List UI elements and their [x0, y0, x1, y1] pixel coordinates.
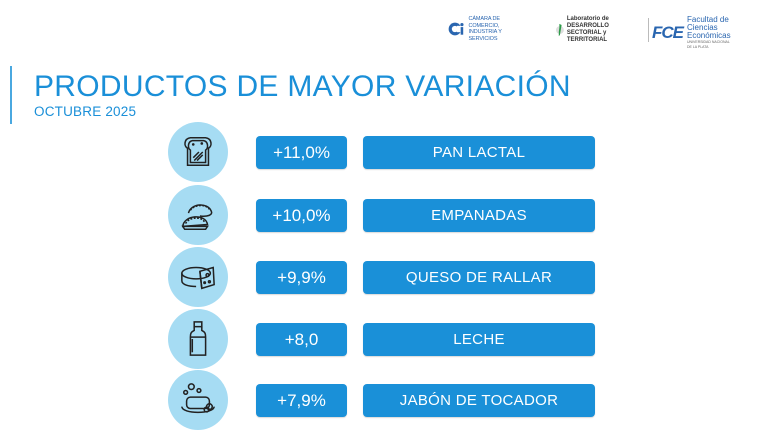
- empanadas-icon: [181, 204, 213, 231]
- bread-icon: [184, 136, 212, 167]
- product-row: +10,0% EMPANADAS: [168, 185, 608, 245]
- product-row: +11,0% PAN LACTAL: [168, 122, 608, 182]
- camara-comercio-logo: CÁMARA DE COMERCIO, INDUSTRIA Y SERVICIO…: [448, 16, 509, 42]
- laboratorio-line-1: Laboratorio de DESARROLLO: [566, 16, 609, 29]
- fce-mark: FCE: [652, 23, 684, 42]
- product-icon-circle: [168, 309, 228, 369]
- title-accent-line: [10, 66, 12, 124]
- product-icon-circle: [168, 247, 228, 307]
- variation-value: +7,9%: [256, 384, 347, 417]
- soap-icon: [181, 383, 215, 414]
- product-icon-circle: [168, 185, 228, 245]
- product-name: PAN LACTAL: [363, 136, 595, 169]
- product-name: QUESO DE RALLAR: [363, 261, 595, 294]
- fce-logo: FCE Facultad de Ciencias Económicas UNIV…: [652, 16, 731, 50]
- camara-line-1: CÁMARA DE COMERCIO,: [468, 16, 500, 29]
- product-row: +7,9% JABÓN DE TOCADOR: [168, 370, 608, 430]
- variation-value: +8,0: [256, 323, 347, 356]
- fce-line-2: Ciencias Económicas: [687, 23, 731, 40]
- argentina-map-icon: [556, 23, 564, 37]
- product-name: LECHE: [363, 323, 595, 356]
- camara-line-2: INDUSTRIA Y SERVICIOS: [468, 29, 502, 42]
- product-name: JABÓN DE TOCADOR: [363, 384, 595, 417]
- product-row: +9,9% QUESO DE RALLAR: [168, 247, 608, 307]
- variation-value: +10,0%: [256, 199, 347, 232]
- laboratorio-logo: Laboratorio de DESARROLLO SECTORIAL y TE…: [556, 16, 615, 44]
- product-icon-circle: [168, 370, 228, 430]
- camara-logo-icon: [448, 22, 464, 36]
- logo-divider: [648, 18, 649, 42]
- variation-value: +9,9%: [256, 261, 347, 294]
- milk-bottle-icon: [189, 321, 207, 356]
- laboratorio-line-2: SECTORIAL y TERRITORIAL: [566, 30, 608, 43]
- product-icon-circle: [168, 122, 228, 182]
- variation-value: +11,0%: [256, 136, 347, 169]
- fce-line-1: Facultad de: [687, 15, 729, 24]
- fce-sub: UNIVERSIDAD NACIONAL DE LA PLATA: [687, 40, 730, 49]
- page-subtitle: OCTUBRE 2025: [34, 104, 137, 119]
- page-title: PRODUCTOS DE MAYOR VARIACIÓN: [34, 70, 571, 103]
- cheese-icon: [181, 266, 215, 290]
- product-name: EMPANADAS: [363, 199, 595, 232]
- product-row: +8,0 LECHE: [168, 309, 608, 369]
